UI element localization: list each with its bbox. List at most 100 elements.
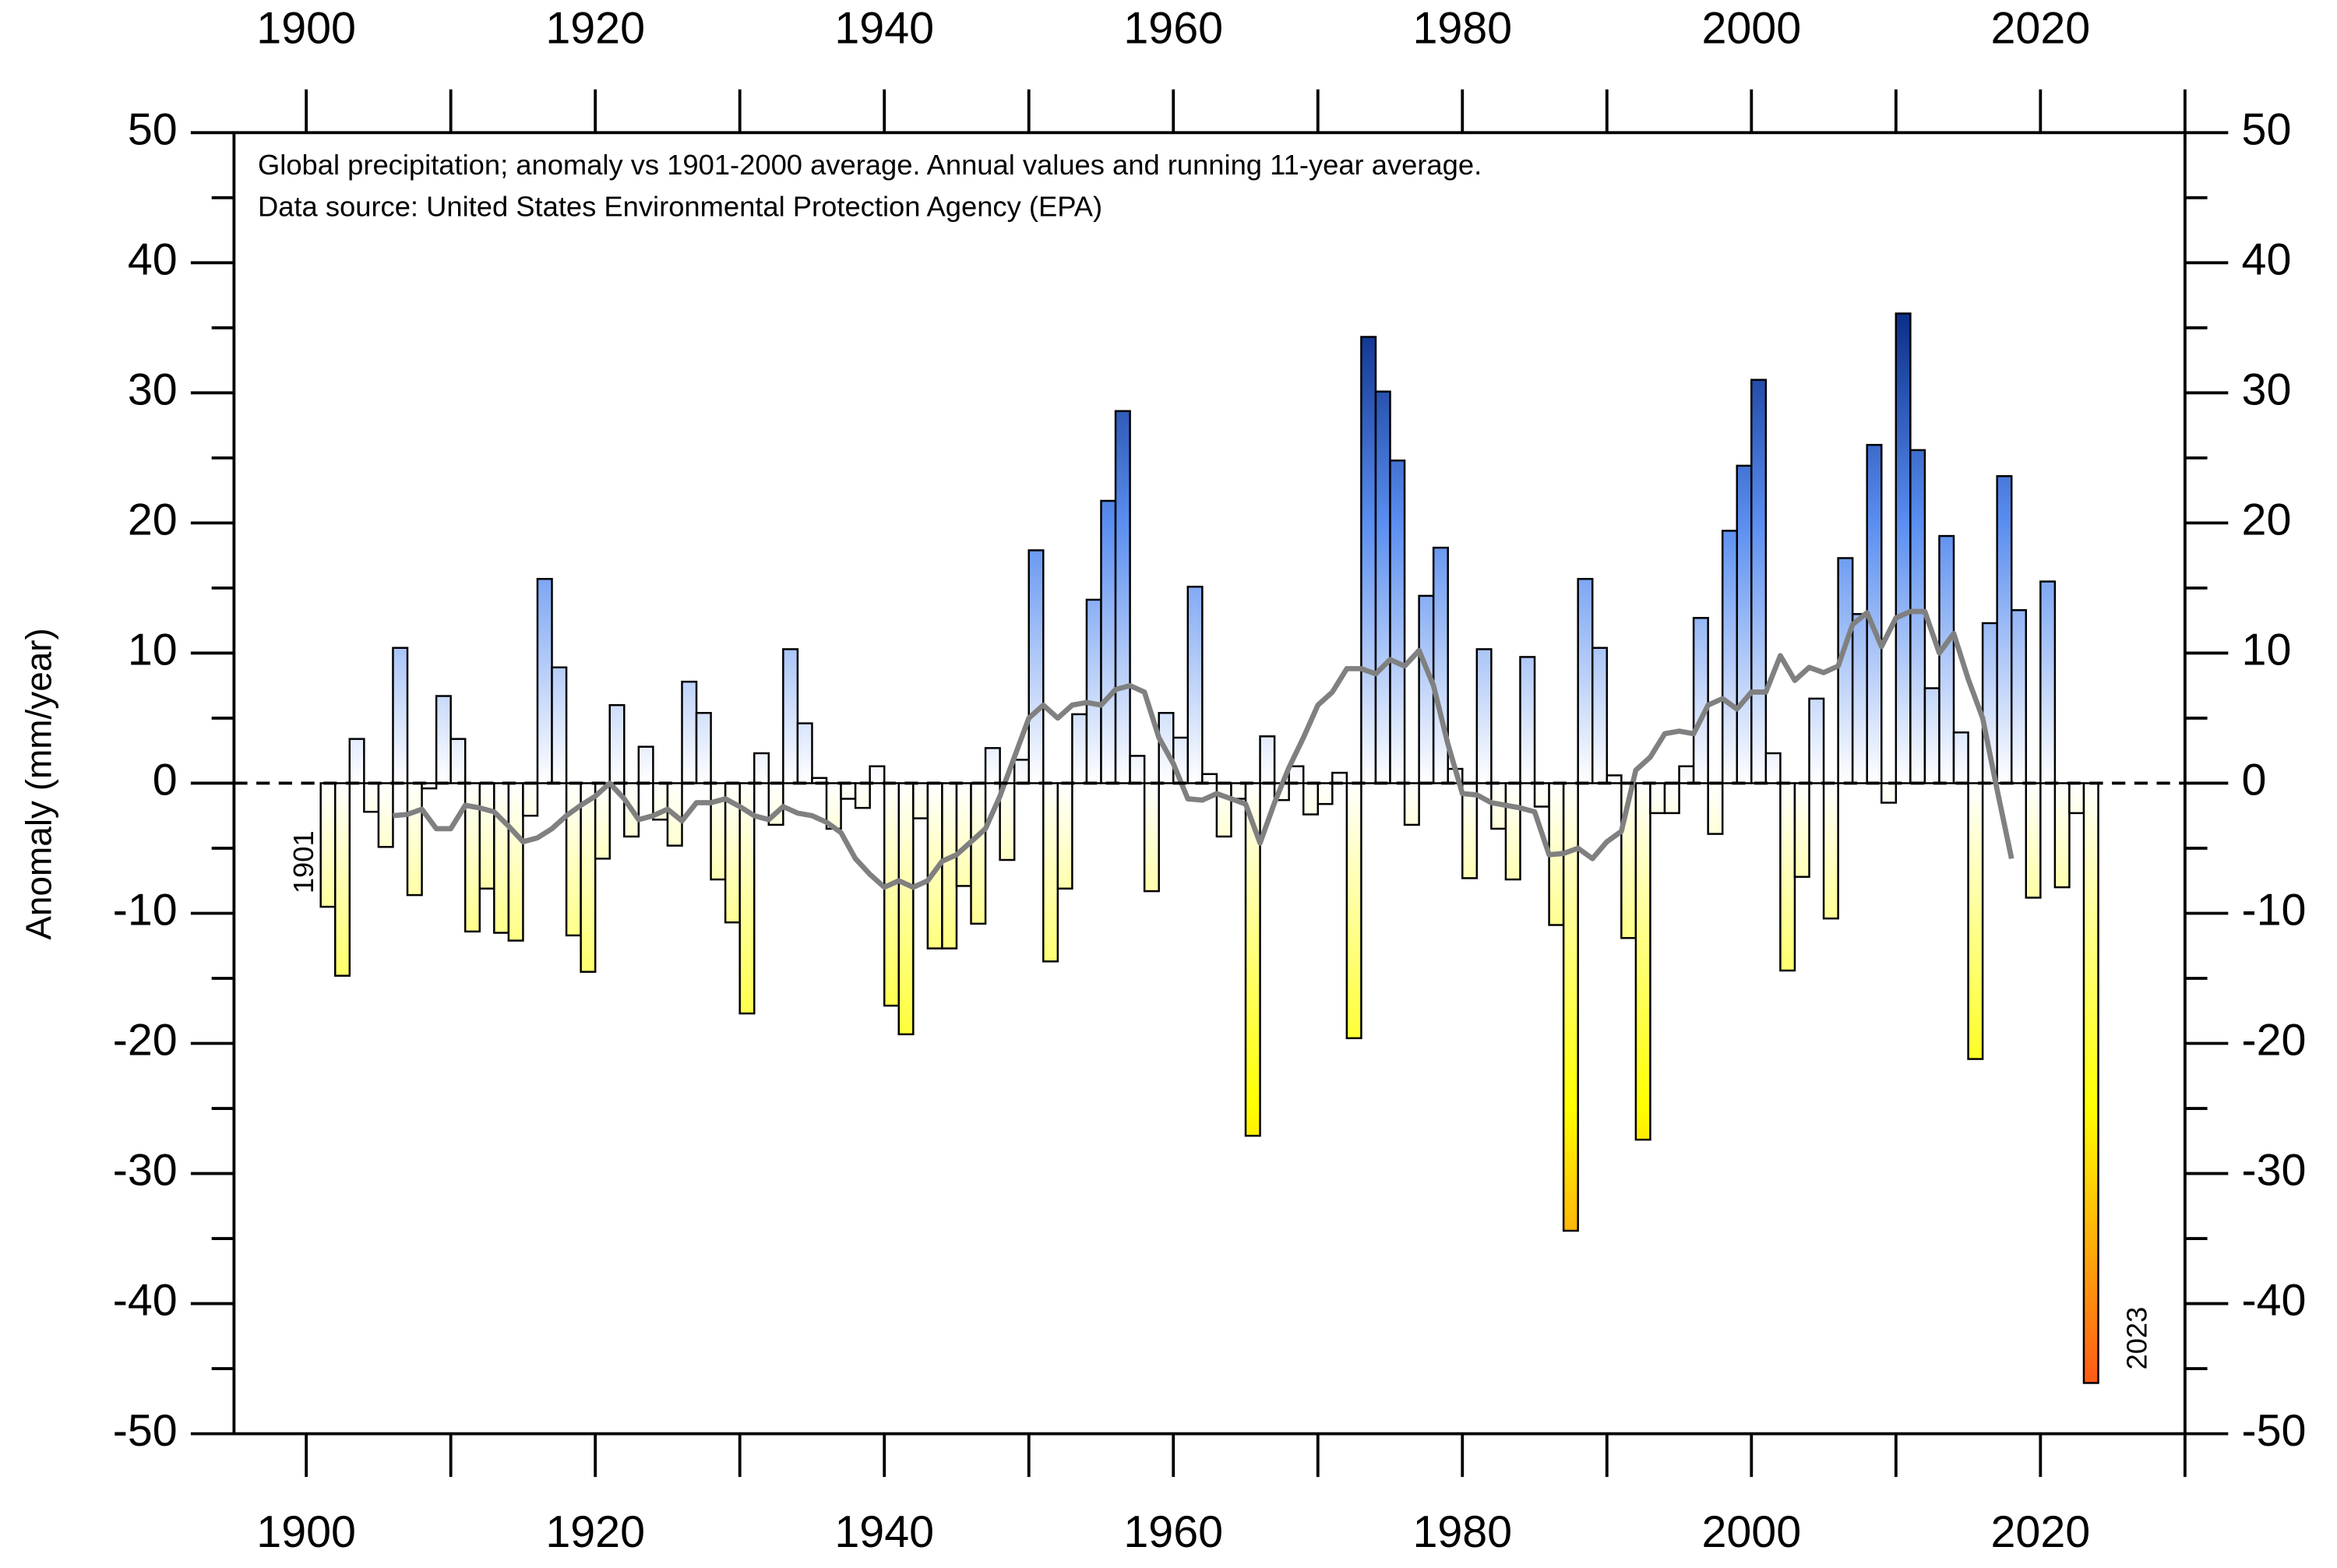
bar <box>1750 379 1768 784</box>
bar <box>1533 782 1550 808</box>
x-top-tick-label: 2020 <box>1991 3 2091 53</box>
bar <box>1909 449 1926 784</box>
y2-tick-label: -10 <box>2242 886 2307 936</box>
bar <box>1996 475 2013 784</box>
bar <box>1345 782 1362 1040</box>
bar <box>912 782 929 819</box>
bar <box>1013 759 1030 784</box>
lines <box>234 608 2185 890</box>
x-tick-label: 1960 <box>1123 1507 1223 1557</box>
bar <box>1201 773 1218 784</box>
bar <box>1837 557 1854 784</box>
bar <box>1461 782 1479 879</box>
bar <box>608 703 626 784</box>
bar <box>1504 782 1521 881</box>
y2-tick-label: 10 <box>2242 625 2292 675</box>
y2-tick-label: -50 <box>2242 1406 2307 1456</box>
bar <box>522 782 539 817</box>
bar <box>637 745 654 784</box>
bar <box>1028 549 1045 784</box>
bar <box>1881 782 1898 804</box>
bar <box>319 782 337 908</box>
bar <box>941 782 958 950</box>
bar <box>1331 771 1348 784</box>
x-tick-label: 1920 <box>545 1507 645 1557</box>
x-tick-label: 1900 <box>256 1507 356 1557</box>
bar <box>738 782 756 1015</box>
bar <box>2082 782 2099 1384</box>
y2-tick-label: -30 <box>2242 1146 2307 1196</box>
bar <box>1736 464 1753 784</box>
bar <box>753 752 770 784</box>
bar <box>1779 782 1796 972</box>
bar <box>334 782 351 977</box>
bar <box>796 722 813 784</box>
y-tick-label: 40 <box>128 234 178 284</box>
bar <box>1085 598 1102 784</box>
bar <box>897 782 915 1036</box>
y-tick-label: -20 <box>113 1016 178 1066</box>
bar <box>782 648 799 784</box>
bar <box>1389 459 1406 784</box>
bar <box>551 666 568 784</box>
bar <box>1519 656 1536 784</box>
bar <box>1317 782 1334 805</box>
y2-tick-label: 0 <box>2242 756 2267 805</box>
bar <box>1100 499 1117 784</box>
bar <box>1793 782 1810 878</box>
bars <box>319 312 2099 1384</box>
bar <box>1764 752 1782 784</box>
x-top-tick-label: 1960 <box>1123 3 1223 53</box>
y2-tick-label: 50 <box>2242 104 2292 154</box>
bar <box>1822 782 1839 920</box>
bar <box>1577 577 1594 784</box>
bar <box>1114 410 1131 784</box>
bar <box>493 782 510 934</box>
point-label: 2023 <box>2120 1307 2152 1370</box>
bar <box>406 782 423 897</box>
bar <box>1634 782 1651 1141</box>
y-tick-label: -10 <box>113 886 178 936</box>
x-top-tick-label: 1900 <box>256 3 356 53</box>
bar <box>1215 782 1232 838</box>
bar <box>1707 782 1724 835</box>
point-label: 1901 <box>287 830 319 893</box>
bar <box>1432 546 1449 784</box>
y2-tick-label: 20 <box>2242 495 2292 545</box>
bar <box>1186 585 1204 784</box>
bar <box>1056 782 1073 890</box>
x-tick-label: 2000 <box>1701 1507 1801 1557</box>
bar <box>1938 534 1955 784</box>
x-top-tick-label: 2000 <box>1701 3 1801 53</box>
bar <box>1129 755 1146 784</box>
bar <box>1403 782 1420 826</box>
bar <box>478 782 495 890</box>
bar <box>1721 530 1738 784</box>
y-tick-label: 0 <box>153 756 178 805</box>
bar <box>2010 609 2028 784</box>
x-tick-label: 1980 <box>1412 1507 1512 1557</box>
bar <box>1042 782 1059 963</box>
bar <box>348 738 365 784</box>
bar <box>449 738 467 784</box>
bar <box>1606 774 1623 784</box>
y-axis-label: Anomaly (mm/year) <box>19 628 59 939</box>
bar <box>1259 735 1276 784</box>
bar <box>392 647 409 784</box>
y2-tick-label: -20 <box>2242 1016 2307 1066</box>
bar <box>1374 390 1391 784</box>
bar <box>1808 697 1825 784</box>
bar <box>1952 731 1969 784</box>
bar <box>869 765 886 784</box>
bar <box>2039 580 2057 784</box>
bar <box>1649 782 1666 815</box>
x-top-tick-label: 1920 <box>545 3 645 53</box>
y-tick-label: 30 <box>128 365 178 415</box>
bar <box>984 747 1001 784</box>
y2-tick-label: 40 <box>2242 234 2292 284</box>
bar <box>1418 594 1435 784</box>
y-tick-label: -30 <box>113 1146 178 1196</box>
bar <box>2025 782 2042 899</box>
